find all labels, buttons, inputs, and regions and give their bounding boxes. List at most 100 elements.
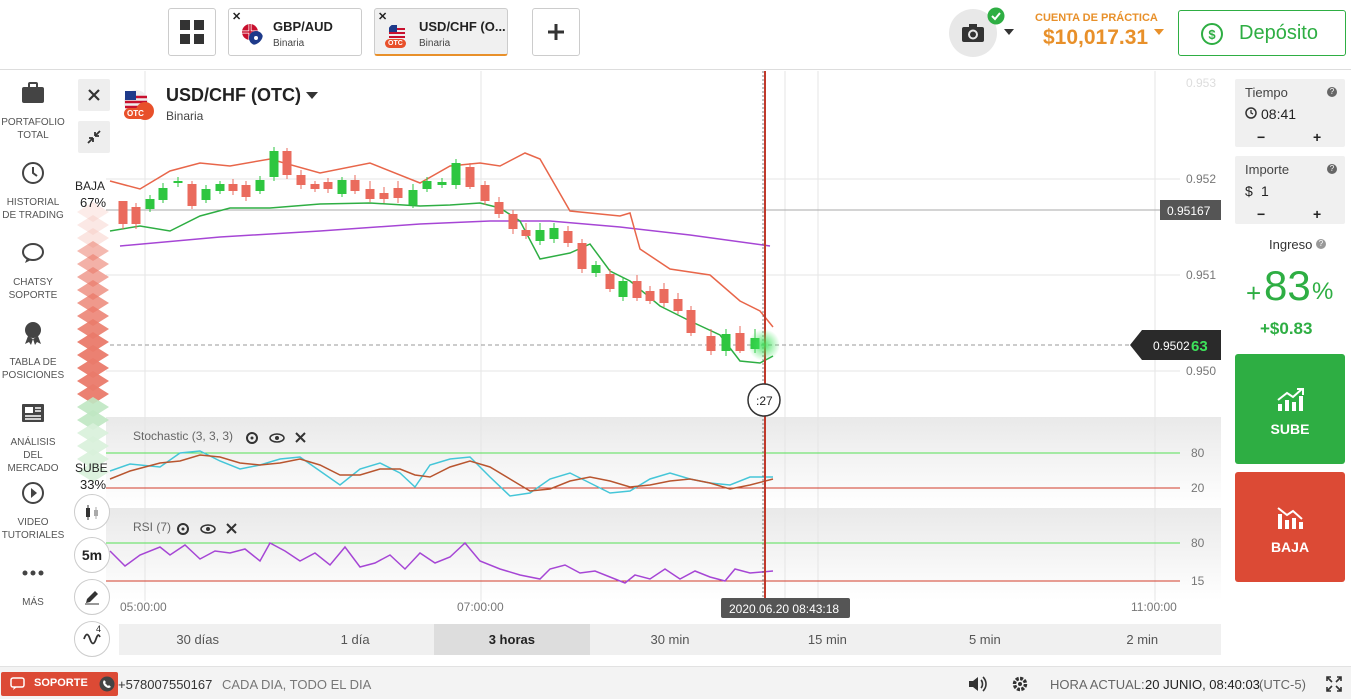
timeframe-option[interactable]: 30 días [176,632,220,647]
top-bar: ✕ GBP/AUD Binaria ✕ OTC USD/CHF (O... Bi… [0,0,1351,70]
tab-asset-type: Binaria [419,38,451,49]
candle-body [215,184,225,191]
candle-body [187,184,197,206]
volume-icon[interactable] [968,675,988,693]
candle-body [673,299,683,311]
countdown-timer [747,383,781,417]
settings-icon[interactable] [1011,675,1029,693]
support-phone[interactable]: +578007550167 [118,677,213,692]
time-decrease-button[interactable]: − [1257,129,1266,145]
account-label: CUENTA DE PRÁCTICA [1035,12,1158,24]
sidebar-item-history[interactable]: HISTORIAL DE TRADING [0,161,66,222]
svg-text:$: $ [1208,27,1216,42]
candlesticks [118,147,760,356]
timeframe-option[interactable]: 5 min [968,632,1001,647]
candle-body [591,265,601,273]
sidebar-item-chat[interactable]: CHATSY SOPORTE [0,241,66,302]
grid-icon [180,20,204,44]
timeframe-option[interactable]: 3 horas [433,624,590,655]
chart-asset-name[interactable]: USD/CHF (OTC) [166,85,301,105]
balance-value[interactable]: $10,017.31 [1043,26,1149,49]
pencil-icon [85,591,99,605]
current-price-last-digits: 63 [1191,338,1208,355]
stochastic-d-line [109,454,774,492]
amount-increase-button[interactable]: + [1313,206,1322,222]
candle-body [508,214,518,229]
candle-body [118,201,128,224]
sidebar-item-video-tutorials[interactable]: VIDEO TUTORIALES [0,481,66,542]
candle-body [269,151,279,177]
close-tab-icon[interactable]: ✕ [378,11,388,23]
amount-control[interactable]: Importe ? $ 1 − + [1235,156,1345,224]
sentiment-up-segment [77,423,109,443]
deposit-icon: $ [1201,23,1223,45]
candle-body [535,230,545,241]
sidebar-item-leaderboard[interactable]: TABLA DE POSICIONES [0,321,66,382]
candle-body [686,310,696,333]
chevron-down-icon[interactable] [1153,28,1165,36]
trophy-icon [25,322,41,345]
briefcase-icon [22,82,44,103]
candle-body [645,291,655,301]
time-value[interactable]: 08:41 [1261,106,1297,122]
tab-asset-name: USD/CHF (O... [419,19,506,34]
put-down-button[interactable]: BAJA [1235,472,1345,582]
indicators-button[interactable] [74,621,110,657]
help-icon[interactable]: ? [1327,164,1337,174]
time-increase-button[interactable]: + [1313,129,1322,145]
chevron-down-icon[interactable] [1003,28,1015,36]
expiry-time-control[interactable]: Tiempo ? 08:41 − + [1235,79,1345,147]
sidebar-item-more[interactable]: MÁS [0,561,66,609]
close-chart-button[interactable] [78,79,110,111]
income-percent-sign: % [1312,278,1334,305]
price-chart[interactable]: BAJA 67% SUBE 33% Stochastic (3, 3, 3) R… [70,71,1230,665]
amount-decrease-button[interactable]: − [1257,206,1266,222]
sidebar-item-label: CHATSY SOPORTE [8,277,58,301]
stochastic-visibility-icon[interactable] [269,433,285,443]
amount-input[interactable]: 1 [1261,183,1269,199]
drawing-tools-button[interactable] [74,579,110,615]
current-time-value: 20 JUNIO, 08:40:03 [1145,677,1260,692]
add-asset-button[interactable] [532,8,580,56]
rsi-line [109,541,774,584]
minimize-chart-button[interactable] [78,121,110,153]
rsi-settings-icon[interactable] [177,523,189,535]
rsi-visibility-icon[interactable] [200,524,216,534]
candle-body [618,281,628,297]
help-icon[interactable]: ? [1316,239,1326,249]
timeframe-option[interactable]: 15 min [807,632,847,647]
deposit-button[interactable]: $ Depósito [1178,10,1346,56]
asset-tab-gbpaud[interactable]: ✕ GBP/AUD Binaria [228,8,362,56]
fullscreen-icon[interactable] [1326,676,1342,692]
sidebar-item-label: TABLA DE POSICIONES [1,357,65,381]
check-badge-icon [987,7,1005,25]
chart-type-button[interactable] [74,494,110,530]
sentiment-down-segment [77,306,109,326]
phone-icon [99,676,115,692]
help-icon[interactable]: ? [1327,87,1337,97]
sidebar-item-market-analysis[interactable]: ANÁLISIS DEL MERCADO [0,401,66,475]
asset-tab-usdchf[interactable]: ✕ OTC USD/CHF (O... Binaria [374,8,508,56]
stochastic-settings-icon[interactable] [246,432,258,444]
cursor-time-bg [721,598,850,618]
grid-menu-button[interactable] [168,8,216,56]
candle-body [563,231,573,243]
timeframe-option[interactable]: 30 min [650,632,690,647]
support-button[interactable]: SOPORTE [1,672,118,696]
sidebar-item-portfolio[interactable]: PORTAFOLIO TOTAL [0,81,66,142]
rsi-axis-label: 15 [1191,574,1205,588]
stochastic-remove-icon[interactable] [295,432,306,443]
timeframe-button[interactable]: 5m [74,537,110,573]
plus-icon [548,24,564,40]
chevron-down-icon[interactable] [305,91,319,100]
sentiment-down-segment [77,358,109,378]
candle-body [337,180,347,194]
timeframe-option[interactable]: 2 min [1126,632,1159,647]
support-label: SOPORTE [34,677,88,689]
call-up-button[interactable]: SUBE [1235,354,1345,464]
candle-body [201,189,211,200]
close-tab-icon[interactable]: ✕ [232,11,242,23]
timeframe-option[interactable]: 1 día [340,632,370,647]
camera-button[interactable] [949,9,997,57]
rsi-remove-icon[interactable] [226,523,237,534]
